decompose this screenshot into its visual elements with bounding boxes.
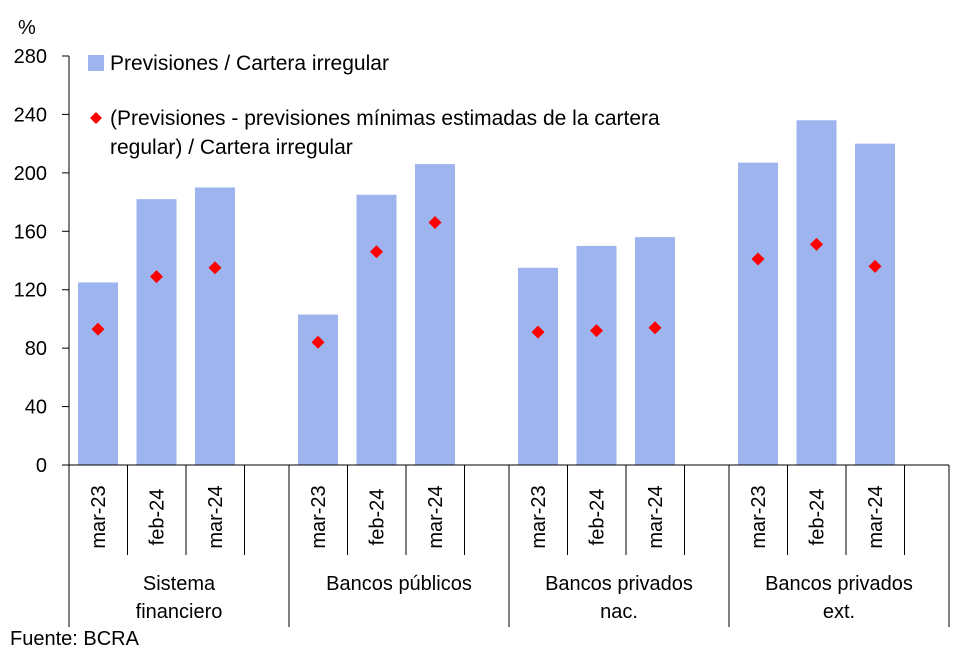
group-label: Bancos públicos — [326, 573, 472, 595]
bar — [195, 187, 235, 465]
marker-point — [150, 270, 163, 284]
marker-point — [91, 322, 105, 336]
bar — [518, 267, 558, 465]
legend: Previsiones / Cartera irregular (Previsio… — [88, 52, 660, 159]
marker-point — [370, 245, 383, 259]
x-tick-label: mar-24 — [205, 485, 227, 548]
y-tick-label: 240 — [14, 104, 47, 126]
marker-point — [751, 252, 765, 266]
x-tick-label: mar-23 — [748, 485, 770, 548]
y-axis-ticks: 0 40 80 120 160 200 240 280 — [14, 46, 69, 477]
group-label: Bancos privados — [545, 573, 693, 595]
bar — [415, 164, 455, 466]
x-tick-label: feb-24 — [807, 489, 829, 546]
marker-point — [531, 325, 545, 339]
group-label: nac. — [600, 601, 638, 623]
y-tick-label: 120 — [14, 280, 47, 302]
x-tick-label: mar-24 — [645, 485, 667, 548]
markers — [91, 216, 882, 349]
group-label: Sistema — [143, 573, 216, 595]
group-label: financiero — [136, 601, 223, 623]
marker-point — [868, 259, 882, 273]
group-labels: Sistema financiero Bancos públicos Bancos p… — [136, 573, 913, 623]
marker-point — [311, 335, 325, 349]
axes — [68, 56, 950, 627]
y-tick-label: 80 — [25, 338, 47, 360]
x-tick-label: feb-24 — [367, 489, 389, 546]
x-tick-label: mar-23 — [88, 485, 110, 548]
x-tick-label: mar-24 — [425, 485, 447, 548]
group-label: ext. — [823, 601, 855, 623]
bar — [796, 120, 837, 466]
bar — [635, 237, 675, 465]
y-tick-label: 200 — [14, 163, 47, 185]
group-label: Bancos privados — [765, 573, 913, 595]
source-note: Fuente: BCRA — [10, 628, 139, 650]
bar — [356, 194, 397, 465]
y-tick-label: 280 — [14, 46, 47, 68]
bar — [855, 143, 895, 465]
marker-point — [208, 261, 222, 275]
y-tick-label: 40 — [25, 397, 47, 419]
marker-point — [648, 321, 662, 335]
x-tick-label: feb-24 — [147, 489, 169, 546]
marker-point — [810, 237, 823, 251]
x-tick-label: mar-23 — [308, 485, 330, 548]
x-tick-label: mar-24 — [865, 485, 887, 548]
legend-swatch-marker — [90, 112, 102, 124]
x-tick-label: feb-24 — [587, 489, 609, 546]
y-tick-label: 0 — [36, 455, 47, 477]
legend-swatch-bar — [88, 55, 104, 71]
x-tick-label: mar-23 — [528, 485, 550, 548]
y-unit-label: % — [18, 17, 36, 39]
bar — [738, 162, 778, 465]
bar — [136, 199, 177, 465]
bar — [78, 282, 118, 465]
legend-label-marker: (Previsiones - previsiones mínimas estim… — [110, 107, 660, 130]
legend-label-bar: Previsiones / Cartera irregular — [110, 52, 389, 75]
legend-label-marker: regular) / Cartera irregular — [110, 136, 353, 159]
bars — [78, 120, 895, 466]
x-axis-labels: mar-23 feb-24 mar-24 mar-23 feb-24 mar-24 mar-… — [88, 485, 887, 548]
marker-point — [590, 324, 603, 338]
marker-point — [428, 216, 442, 230]
y-tick-label: 160 — [14, 221, 47, 243]
bar — [576, 245, 617, 465]
